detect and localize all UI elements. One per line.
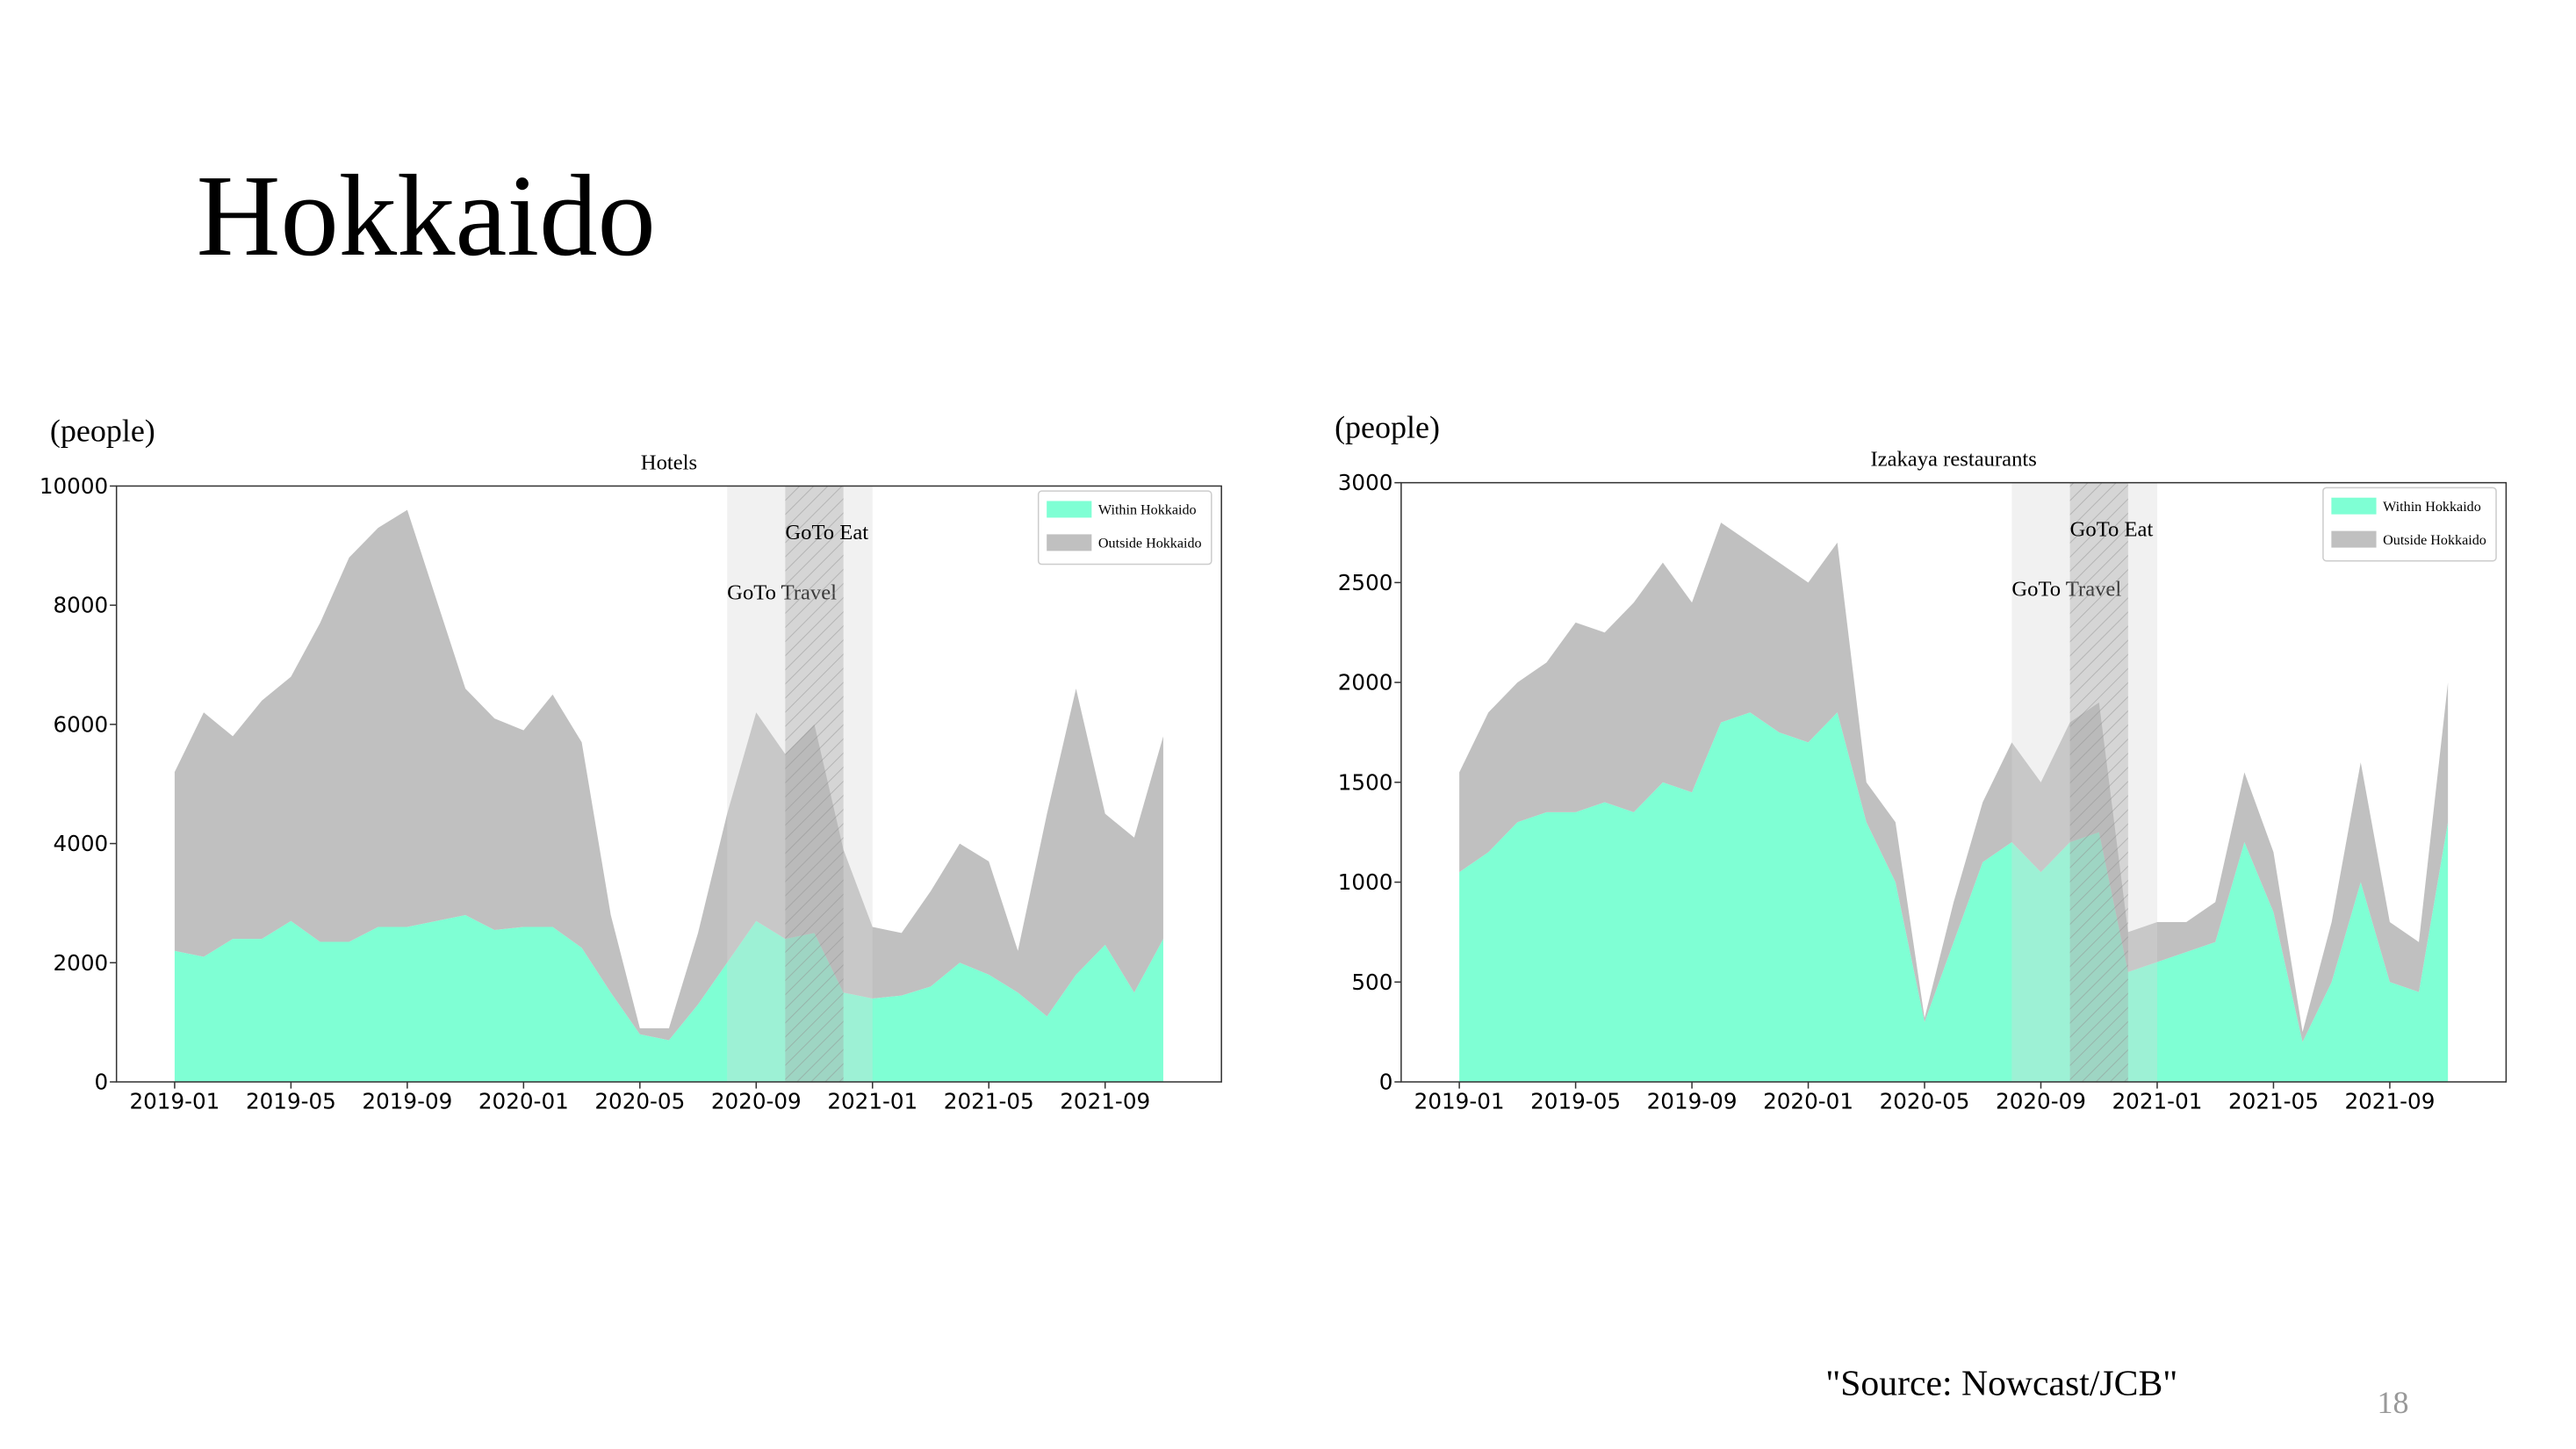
y-tick-label: 500	[1351, 970, 1392, 995]
period-span	[2069, 482, 2128, 1082]
x-tick-label: 2020-01	[1763, 1088, 1853, 1114]
area	[1459, 712, 2449, 1082]
x-tick-label: 2021-01	[827, 1088, 917, 1114]
area	[174, 509, 1163, 1041]
x-tick-label: 2021-05	[2228, 1088, 2319, 1114]
y-tick-label: 10000	[40, 473, 108, 499]
x-tick-label: 2021-05	[944, 1088, 1034, 1114]
y-tick-label: 2000	[54, 950, 109, 976]
chart-title: Izakaya restaurants	[1870, 448, 2036, 472]
x-tick-label: 2020-01	[479, 1088, 569, 1114]
x-tick-label: 2019-05	[246, 1088, 336, 1114]
y-tick-label: 3000	[1338, 470, 1393, 495]
y-axis-label: (people)	[1335, 409, 1440, 444]
x-tick-label: 2019-01	[1414, 1088, 1505, 1114]
legend-swatch	[2331, 530, 2377, 548]
y-tick-label: 6000	[54, 711, 109, 737]
area	[1459, 523, 2449, 1042]
x-tick-label: 2019-09	[362, 1088, 452, 1114]
chart-title: Hotels	[641, 451, 697, 474]
slide-title: Hokkaido	[197, 151, 656, 280]
x-tick-label: 2020-09	[711, 1088, 802, 1114]
x-tick-label: 2021-01	[2112, 1088, 2203, 1114]
legend-swatch	[1047, 534, 1092, 551]
y-tick-label: 2500	[1338, 570, 1393, 595]
x-tick-label: 2020-09	[1996, 1088, 2086, 1114]
legend-label: Within Hokkaido	[1098, 503, 1197, 518]
legend-swatch	[1047, 501, 1092, 518]
y-tick-label: 8000	[54, 593, 109, 618]
legend-label: Within Hokkaido	[2383, 500, 2481, 515]
y-tick-label: 4000	[54, 831, 109, 856]
x-tick-label: 2021-09	[1060, 1088, 1150, 1114]
x-tick-label: 2020-05	[594, 1088, 685, 1114]
area	[174, 914, 1163, 1082]
y-tick-label: 1500	[1338, 769, 1393, 795]
y-tick-label: 0	[95, 1070, 109, 1095]
x-tick-label: 2021-09	[2344, 1088, 2435, 1114]
span-label: GoTo Eat	[785, 521, 868, 544]
legend-swatch	[2331, 497, 2377, 515]
plot-frame	[115, 485, 1222, 1083]
x-tick-label: 2019-01	[129, 1088, 219, 1114]
span-label: GoTo Eat	[2070, 517, 2154, 541]
y-tick-label: 0	[1379, 1070, 1393, 1095]
legend-label: Outside Hokkaido	[1098, 537, 1202, 551]
x-tick-label: 2020-05	[1880, 1088, 1970, 1114]
y-tick-label: 2000	[1338, 670, 1393, 696]
y-axis-label: (people)	[50, 413, 155, 448]
legend-label: Outside Hokkaido	[2383, 533, 2486, 548]
x-tick-label: 2019-09	[1647, 1088, 1738, 1114]
period-span	[785, 486, 844, 1082]
page-number: 18	[2378, 1385, 2409, 1420]
x-tick-label: 2019-05	[1530, 1088, 1621, 1114]
source: "Source: Nowcast/JCB"	[1825, 1363, 2177, 1403]
y-tick-label: 1000	[1338, 869, 1393, 895]
